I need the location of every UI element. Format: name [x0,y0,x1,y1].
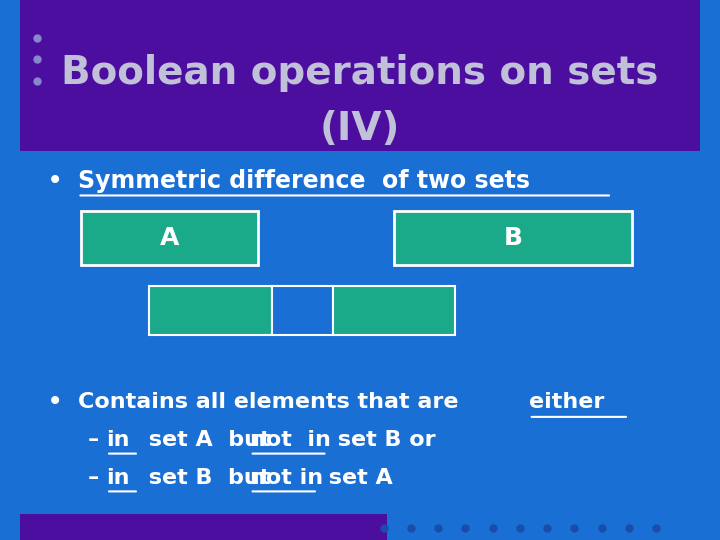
FancyBboxPatch shape [333,286,455,335]
Text: set B or: set B or [330,430,436,450]
Text: in: in [106,430,130,450]
FancyBboxPatch shape [271,286,333,335]
Text: Contains all elements that are: Contains all elements that are [78,392,466,413]
Text: set A  but: set A but [141,430,278,450]
Text: set B  but: set B but [141,468,278,488]
Text: –: – [88,468,107,488]
Text: •: • [47,167,63,195]
Text: A: A [160,226,179,249]
Text: not in: not in [250,468,323,488]
Text: in: in [106,468,130,488]
FancyBboxPatch shape [19,514,387,540]
FancyBboxPatch shape [19,0,701,151]
Text: Symmetric difference  of two sets: Symmetric difference of two sets [78,169,529,193]
Text: B: B [504,226,523,249]
Text: Boolean operations on sets: Boolean operations on sets [61,54,659,92]
FancyBboxPatch shape [81,211,258,265]
Text: not  in: not in [250,430,330,450]
Text: (IV): (IV) [320,110,400,147]
Text: either: either [528,392,604,413]
Text: set A: set A [320,468,392,488]
FancyBboxPatch shape [394,211,632,265]
Text: –: – [88,430,107,450]
FancyBboxPatch shape [149,286,271,335]
Text: •: • [47,388,63,416]
